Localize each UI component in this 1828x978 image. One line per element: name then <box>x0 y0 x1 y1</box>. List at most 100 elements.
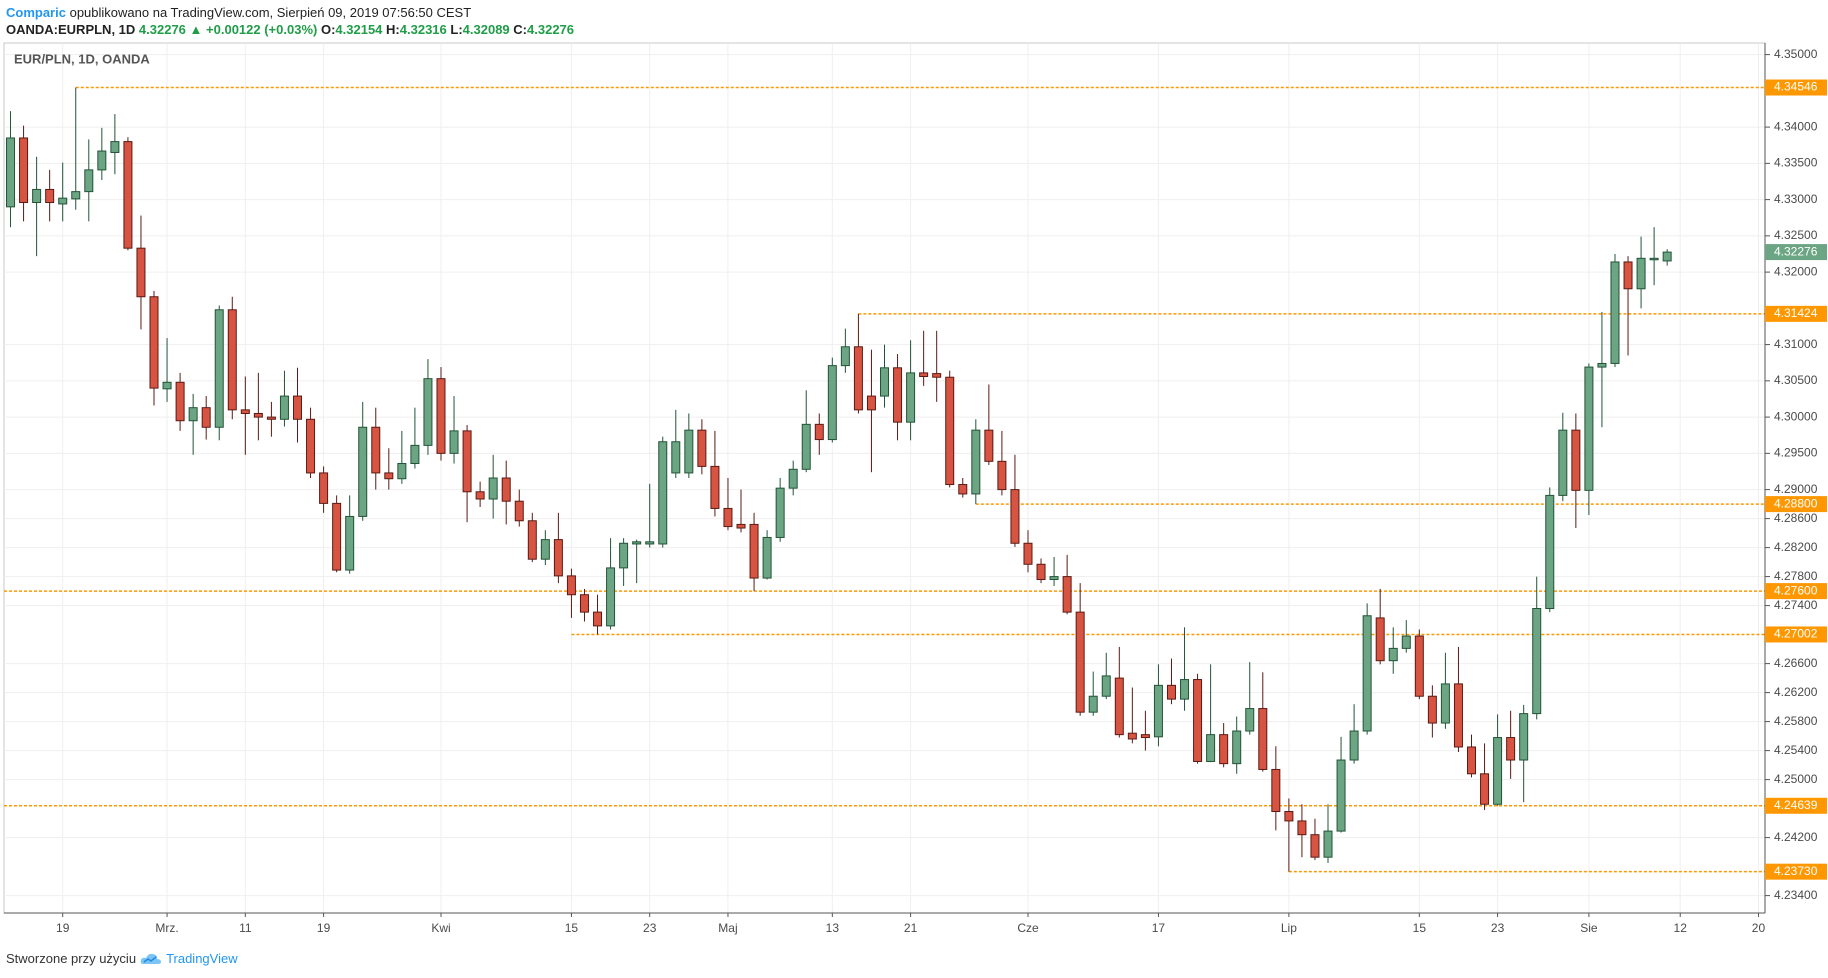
ohlc-value: 4.32089 <box>462 22 510 37</box>
candle-body <box>462 430 472 493</box>
published: opublikowano na TradingView.com, Sierpie… <box>69 5 472 20</box>
candle-body <box>1649 257 1659 261</box>
candle-body <box>1597 362 1607 368</box>
candle-body <box>319 472 329 504</box>
candle-body <box>932 373 942 378</box>
candle-body <box>1506 737 1516 761</box>
candle-body <box>945 376 955 486</box>
candle-body <box>527 520 537 560</box>
level-price-label: 4.27002 <box>1774 627 1818 641</box>
ohlc-label: C: <box>513 22 528 37</box>
candle-body <box>58 197 68 205</box>
candle-body <box>162 381 172 390</box>
x-tick-label: 11 <box>239 921 252 935</box>
candle-body <box>1297 820 1307 836</box>
y-tick-label: 4.31000 <box>1774 337 1818 351</box>
candle-body <box>619 542 629 569</box>
candle-body <box>1088 695 1098 713</box>
level-price-box <box>1765 583 1827 600</box>
candle-body <box>1427 695 1437 724</box>
candle-body <box>253 412 263 418</box>
chart-title: EUR/PLN, 1D, OANDA <box>14 51 150 66</box>
candle-body <box>1584 366 1594 491</box>
candle-body <box>423 378 433 446</box>
footer-brand[interactable]: TradingView <box>166 951 238 966</box>
candle-body <box>1623 261 1633 290</box>
candle-body <box>827 365 837 441</box>
candle-body <box>853 346 863 411</box>
candle-body <box>19 137 29 204</box>
candle-body <box>475 491 485 500</box>
x-tick-label: Lip <box>1281 921 1297 935</box>
x-tick-label: Cze <box>1017 921 1039 935</box>
candle-body <box>1662 251 1672 262</box>
candle-body <box>84 169 94 193</box>
header-line: OANDA:EURPLN, 1D 4.32276 ▲ +0.00122 (+0.… <box>6 21 574 38</box>
candle-body <box>1010 489 1020 544</box>
candle-body <box>1558 429 1568 496</box>
candle-body <box>1062 576 1072 613</box>
candle-body <box>1245 708 1255 732</box>
candle-body <box>1610 261 1620 364</box>
candle-body <box>553 539 563 577</box>
ohlc-label: O: <box>320 22 336 37</box>
x-tick-label: 19 <box>56 921 70 935</box>
candle-body <box>501 477 511 502</box>
header: Comparic opublikowano na TradingView.com… <box>6 4 574 38</box>
candle-body <box>279 395 289 420</box>
x-tick-label: 21 <box>904 921 918 935</box>
candle-body <box>1193 679 1203 762</box>
candle-body <box>136 247 146 298</box>
candle-body <box>1336 759 1346 832</box>
candle-body <box>1636 257 1646 290</box>
candle-body <box>645 541 655 545</box>
candle-body <box>227 309 237 411</box>
candle-body <box>384 472 394 480</box>
candle-body <box>1140 734 1150 739</box>
change: ▲ +0.00122 (+0.03%) <box>189 22 318 37</box>
candle-body <box>566 575 576 596</box>
candle-body <box>775 487 785 538</box>
candle-body <box>214 309 224 428</box>
candle-body <box>293 395 302 420</box>
x-tick-label: Kwi <box>431 921 450 935</box>
candle-body <box>1153 684 1163 738</box>
y-tick-label: 4.27800 <box>1774 569 1818 583</box>
y-tick-label: 4.25400 <box>1774 743 1818 757</box>
x-tick-label: 19 <box>317 921 331 935</box>
candle-body <box>788 468 798 489</box>
candle-body <box>801 423 811 470</box>
candle-body <box>6 137 16 208</box>
candle-body <box>1323 830 1333 858</box>
levels <box>4 86 1765 873</box>
y-tick-label: 4.23400 <box>1774 888 1818 902</box>
candle-body <box>201 407 211 428</box>
y-tick-label: 4.32000 <box>1774 264 1818 278</box>
candle-body <box>358 426 368 517</box>
candle-body <box>736 523 746 529</box>
candle-body <box>1545 494 1555 609</box>
level-price-box <box>1765 79 1827 96</box>
level-price-label: 4.23730 <box>1774 864 1818 878</box>
level-price-box <box>1765 496 1827 513</box>
candle-body <box>488 477 498 500</box>
candle-body <box>45 188 55 203</box>
last-price-label: 4.32276 <box>1774 244 1818 258</box>
candle-body <box>371 426 381 474</box>
candle-body <box>919 372 929 377</box>
x-tick-label: 23 <box>1491 921 1505 935</box>
y-tick-label: 4.29000 <box>1774 482 1818 496</box>
last-price: 4.32276 <box>138 22 186 37</box>
candle-body <box>345 515 355 571</box>
candle-body <box>958 484 968 495</box>
y-tick-label: 4.25000 <box>1774 772 1818 786</box>
candle-body <box>188 407 198 422</box>
candle-body <box>880 367 889 397</box>
candle-body <box>1401 635 1411 649</box>
candle-body <box>723 507 733 528</box>
x-tick-label: Maj <box>718 921 737 935</box>
ohlc-label: L: <box>450 22 463 37</box>
candle-body <box>97 150 107 171</box>
candle-body <box>240 409 250 414</box>
